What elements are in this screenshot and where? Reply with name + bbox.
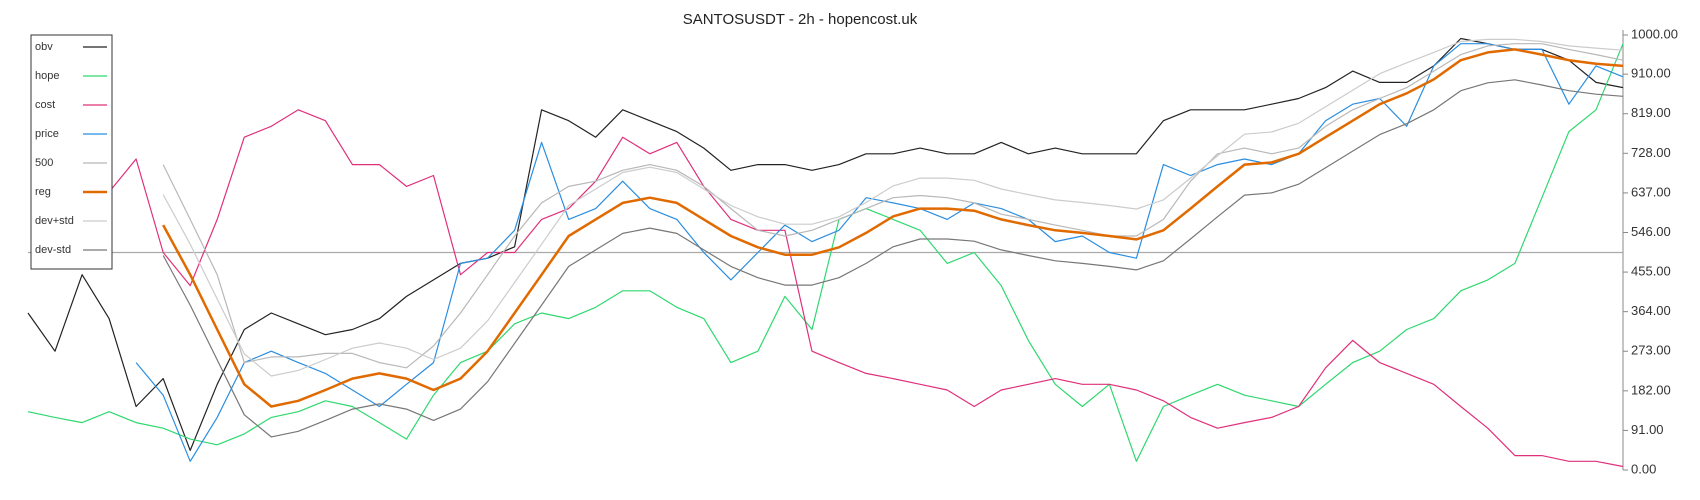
series-line — [162, 79, 1624, 438]
y-tick-label: 637.00 — [1631, 184, 1671, 199]
y-tick-label: 455.00 — [1631, 264, 1671, 279]
series-line — [27, 37, 1624, 451]
legend-label: dev+std — [35, 215, 74, 227]
series-line — [162, 48, 1624, 408]
series-line — [27, 43, 1624, 462]
y-tick-label: 182.00 — [1631, 382, 1671, 397]
y-tick-label: 546.00 — [1631, 224, 1671, 239]
y-tick-label: 819.00 — [1631, 105, 1671, 120]
y-tick-label: 91.00 — [1631, 422, 1664, 437]
y-tick-label: 0.00 — [1631, 461, 1656, 476]
series-line — [162, 43, 1624, 369]
legend-label: price — [35, 128, 59, 140]
legend-label: hope — [35, 70, 59, 82]
legend-label: reg — [35, 186, 51, 198]
series-line — [135, 43, 1624, 462]
series-line — [162, 38, 1624, 377]
y-tick-label: 273.00 — [1631, 343, 1671, 358]
chart-title: SANTOSUSDT - 2h - hopencost.uk — [683, 11, 918, 28]
legend-label: cost — [35, 99, 55, 111]
legend-box — [30, 34, 113, 270]
y-tick-label: 910.00 — [1631, 66, 1671, 81]
y-tick-label: 364.00 — [1631, 303, 1671, 318]
legend-label: obv — [35, 41, 53, 53]
series-line — [81, 109, 1624, 468]
y-tick-label: 1000.00 — [1631, 26, 1678, 41]
y-tick-label: 728.00 — [1631, 145, 1671, 160]
legend-label: 500 — [35, 157, 53, 169]
legend-label: dev-std — [35, 244, 71, 256]
